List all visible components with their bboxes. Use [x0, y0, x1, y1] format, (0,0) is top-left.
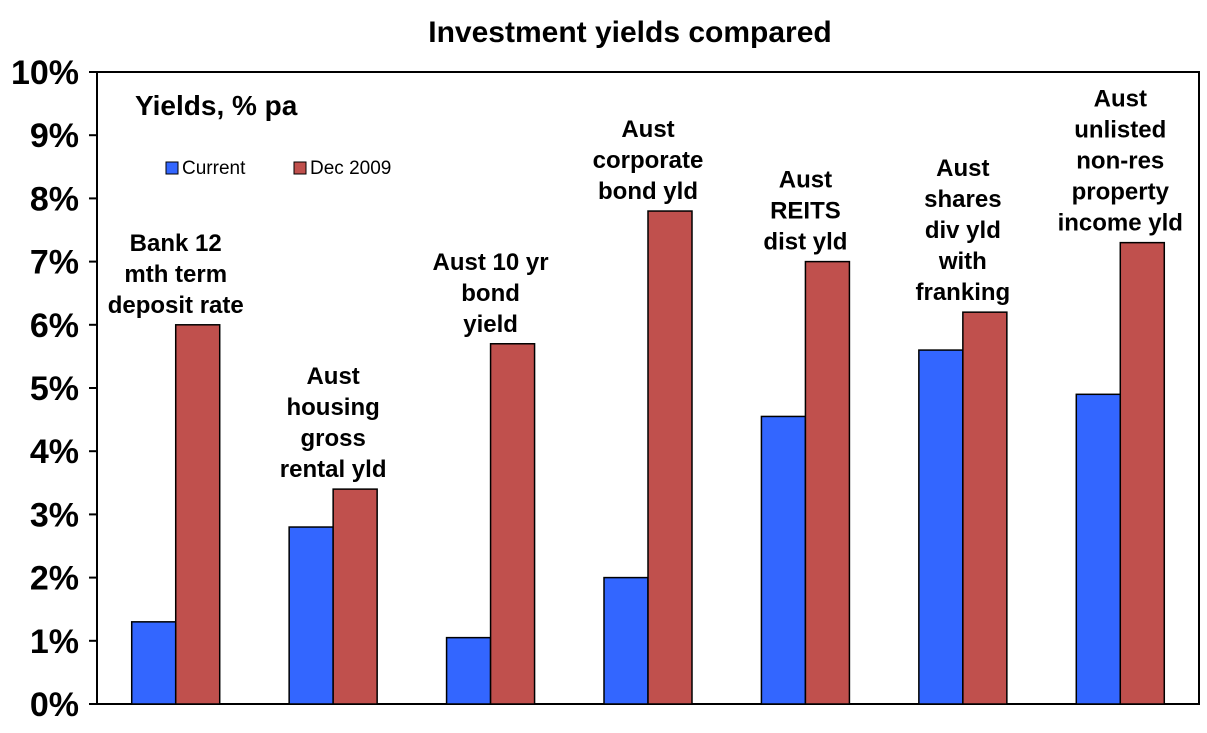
chart-subtitle: Yields, % pa — [135, 90, 298, 121]
bar-dec-2009 — [332, 488, 378, 705]
y-tick-label: 2% — [30, 560, 79, 598]
category-label: property — [1072, 179, 1170, 206]
y-tick-label: 0% — [30, 686, 79, 724]
y-tick-label: 9% — [30, 117, 79, 155]
bar-current — [603, 576, 649, 705]
y-tick-label: 6% — [30, 307, 79, 345]
category-label: with — [938, 248, 987, 275]
bar-dec-2009 — [174, 324, 221, 705]
bar-current — [918, 349, 964, 705]
legend: Current Dec 2009 — [165, 158, 391, 179]
category-label: Aust 10 yr — [433, 249, 549, 276]
y-tick-label: 10% — [11, 54, 79, 92]
category-label: corporate — [593, 147, 704, 174]
category-label: shares — [924, 186, 1001, 213]
category-label: Aust — [1094, 86, 1147, 113]
category-label: Aust — [779, 167, 832, 194]
y-tick-label: 7% — [30, 244, 79, 282]
category-label: Aust — [621, 116, 674, 143]
category-label: rental yld — [280, 456, 387, 483]
bar-dec-2009 — [804, 260, 851, 705]
category-label: div yld — [925, 217, 1001, 244]
legend-label: Dec 2009 — [310, 158, 391, 179]
legend-swatch — [165, 161, 179, 175]
y-tick-label: 3% — [30, 496, 79, 534]
bar-current — [130, 621, 177, 705]
category-label: Bank 12 — [130, 230, 222, 257]
category-label: housing — [286, 394, 379, 421]
category-label: bond — [461, 280, 520, 307]
category-label: yield — [463, 311, 518, 338]
chart-title: Investment yields compared — [428, 16, 831, 49]
category-labels: Bank 12 mth term deposit rate Aust housing gr… — [108, 86, 1183, 483]
bar-current — [288, 526, 334, 705]
bar-current — [445, 636, 492, 705]
legend-swatch — [293, 161, 307, 175]
y-tick-label: 4% — [30, 433, 79, 471]
category-label: bond yld — [598, 178, 698, 205]
category-label: franking — [916, 279, 1011, 306]
bar-dec-2009 — [1119, 241, 1166, 705]
bar-current — [1075, 393, 1122, 705]
category-label: non-res — [1076, 148, 1164, 175]
legend-label: Current — [182, 158, 246, 179]
bars — [130, 210, 1166, 705]
category-label: REITS — [770, 198, 841, 225]
category-label: income yld — [1058, 210, 1183, 237]
bar-dec-2009 — [647, 210, 693, 705]
category-label: mth term — [124, 261, 227, 288]
bar-dec-2009 — [489, 343, 536, 705]
category-label: deposit rate — [108, 292, 244, 319]
category-label: Aust — [936, 155, 989, 182]
category-label: unlisted — [1074, 117, 1166, 144]
y-axis: 0% 1% 2% 3% 4% 5% 6% 7% 8% 9% 10% — [11, 54, 97, 724]
y-tick-label: 1% — [30, 623, 79, 661]
category-label: gross — [300, 425, 365, 452]
category-label: dist yld — [763, 229, 847, 256]
category-label: Aust — [306, 363, 359, 390]
y-tick-label: 5% — [30, 370, 79, 408]
bar-dec-2009 — [962, 311, 1008, 705]
y-tick-label: 8% — [30, 180, 79, 218]
bar-current — [760, 415, 807, 705]
